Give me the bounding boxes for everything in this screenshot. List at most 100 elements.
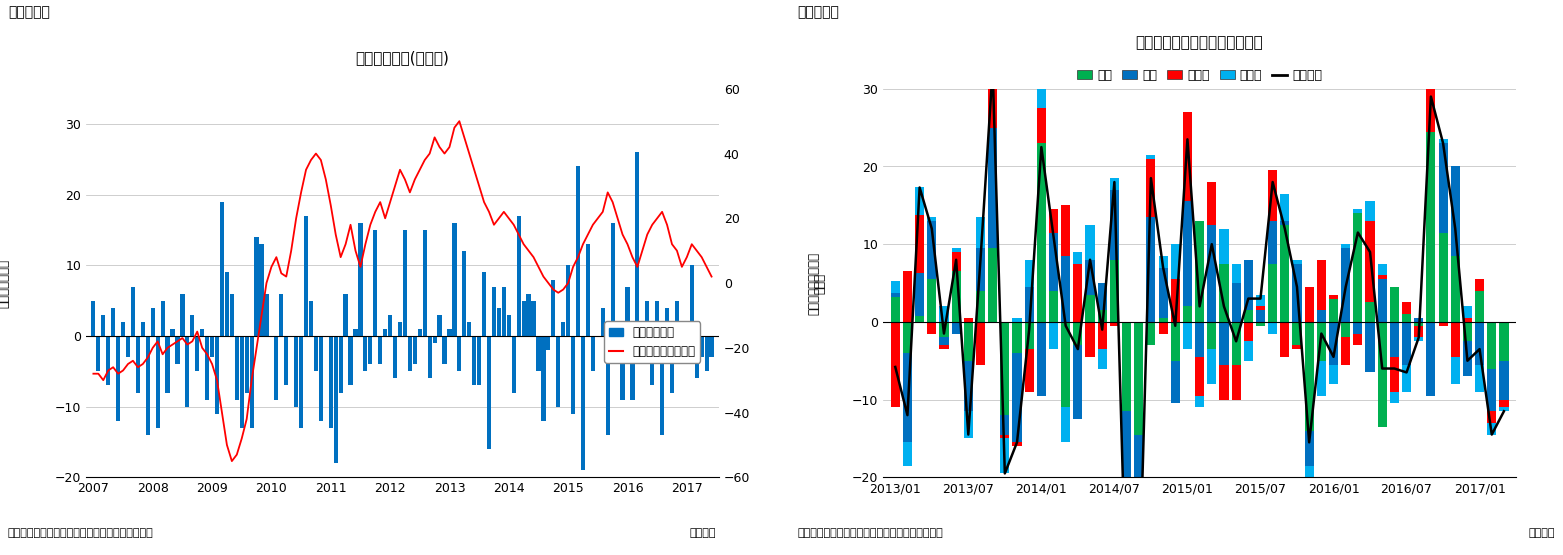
Text: （前月比、％）: （前月比、％） — [0, 259, 11, 307]
Bar — [1049, 209, 1058, 233]
Bar — [1293, 264, 1302, 322]
Bar — [952, 248, 961, 252]
Bar — [1085, 260, 1094, 295]
Bar — [680, 336, 685, 357]
Bar — [1341, 322, 1350, 337]
Bar — [344, 294, 347, 336]
Bar — [458, 336, 461, 371]
Bar — [1025, 322, 1033, 349]
Bar — [209, 336, 214, 357]
Bar — [1196, 357, 1204, 396]
Bar — [600, 308, 605, 336]
Bar — [1475, 365, 1485, 392]
Bar — [150, 308, 155, 336]
Bar — [191, 315, 194, 336]
Bar — [1207, 225, 1216, 322]
Legend: 季調済前月比, 前年同月比（右軸）: 季調済前月比, 前年同月比（右軸） — [605, 321, 700, 362]
Bar — [392, 336, 397, 379]
Bar — [988, 73, 997, 128]
Bar — [700, 336, 703, 357]
Bar — [975, 217, 985, 248]
Bar — [689, 265, 694, 336]
Bar — [481, 273, 486, 336]
Bar — [552, 280, 555, 336]
Bar — [403, 230, 406, 336]
Bar — [694, 336, 699, 379]
Bar — [1257, 306, 1264, 310]
Bar — [1354, 213, 1363, 322]
Bar — [1171, 244, 1180, 279]
Bar — [625, 286, 630, 336]
Bar — [1377, 322, 1386, 427]
Bar — [655, 301, 660, 336]
Bar — [1329, 299, 1338, 322]
Bar — [141, 322, 145, 336]
Bar — [1305, 322, 1314, 431]
Bar — [952, 252, 961, 271]
Bar — [988, 69, 997, 73]
Bar — [497, 308, 502, 336]
Bar — [1219, 229, 1229, 264]
Bar — [97, 336, 100, 371]
Bar — [349, 336, 353, 386]
Bar — [1085, 295, 1094, 322]
Bar — [536, 336, 541, 371]
Bar — [102, 315, 105, 336]
Bar — [1013, 318, 1022, 322]
Bar — [522, 301, 525, 336]
Bar — [1061, 256, 1071, 322]
Bar — [1390, 392, 1399, 403]
Bar — [1110, 322, 1119, 326]
Bar — [328, 336, 333, 428]
Bar — [1196, 396, 1204, 407]
Bar — [225, 273, 230, 336]
Bar — [136, 336, 141, 392]
Bar — [1341, 244, 1350, 248]
Bar — [309, 301, 313, 336]
Bar — [891, 293, 900, 297]
Bar — [1329, 322, 1338, 365]
Bar — [1000, 438, 1010, 473]
Bar — [586, 244, 589, 336]
Bar — [264, 294, 269, 336]
Bar — [1427, 23, 1435, 50]
Bar — [1244, 341, 1254, 361]
Bar — [363, 336, 367, 371]
Bar — [452, 223, 456, 336]
Bar — [675, 301, 678, 336]
Bar — [1085, 225, 1094, 260]
Bar — [646, 301, 649, 336]
Bar — [1293, 345, 1302, 349]
Bar — [1183, 201, 1193, 306]
Bar — [1135, 322, 1143, 435]
Bar — [914, 215, 924, 273]
Bar — [111, 308, 116, 336]
Bar — [433, 336, 436, 343]
Bar — [1415, 318, 1424, 322]
Bar — [422, 230, 427, 336]
Bar — [1354, 209, 1363, 213]
Bar — [280, 294, 283, 336]
Bar — [1110, 178, 1119, 190]
Bar — [1341, 248, 1350, 322]
Bar — [570, 336, 575, 413]
Bar — [1377, 275, 1386, 279]
Bar — [1244, 310, 1254, 322]
Bar — [566, 265, 570, 336]
Bar — [591, 336, 596, 371]
Bar — [1415, 337, 1424, 341]
Bar — [1025, 349, 1033, 392]
Bar — [635, 153, 639, 336]
Bar — [358, 223, 363, 336]
Bar — [1316, 361, 1325, 396]
Bar — [299, 336, 303, 428]
Bar — [428, 336, 431, 379]
Bar — [1415, 322, 1424, 326]
Bar — [1232, 322, 1241, 365]
Bar — [1171, 279, 1180, 322]
Bar — [903, 322, 911, 353]
Bar — [1135, 532, 1143, 555]
Bar — [903, 271, 911, 322]
Bar — [1305, 466, 1314, 477]
Bar — [903, 353, 911, 442]
